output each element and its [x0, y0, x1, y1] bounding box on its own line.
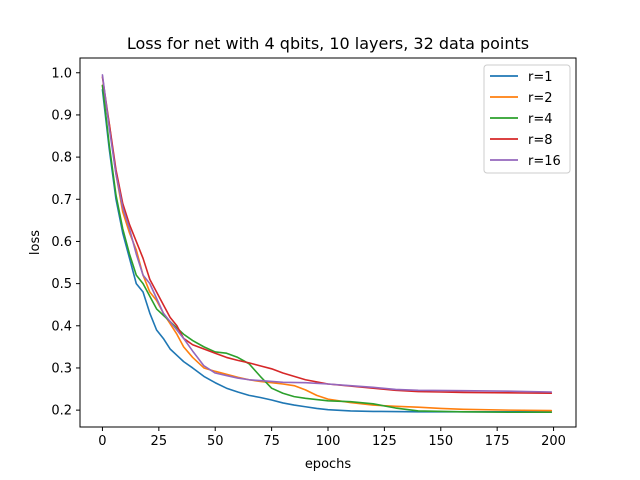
x-tick-label: 75: [263, 434, 280, 449]
series-line-1: [101, 88, 553, 413]
x-tick-label: 25: [151, 434, 168, 449]
y-tick-label: 0.2: [51, 404, 72, 419]
series-line-4: [101, 76, 553, 395]
y-tick-label: 0.6: [51, 235, 72, 250]
y-tick-label: 0.5: [51, 277, 72, 292]
y-tick-label: 0.7: [51, 193, 72, 208]
legend-label-5: r=16: [528, 154, 561, 169]
y-tick-label: 0.3: [51, 361, 72, 376]
x-tick-label: 175: [485, 434, 510, 449]
y-tick-label: 0.4: [51, 319, 72, 334]
y-axis: 0.2 0.3 0.4 0.5 0.6 0.7 0.8 0.9 1.0: [51, 66, 80, 419]
y-tick-label: 1.0: [51, 66, 72, 81]
series-lines: [101, 74, 553, 414]
x-tick-label: 100: [316, 434, 341, 449]
chart-title: Loss for net with 4 qbits, 10 layers, 32…: [127, 34, 529, 53]
x-axis: 0 25 50 75 100 125 150 175 200: [98, 427, 566, 449]
y-axis-label: loss: [28, 230, 43, 255]
x-tick-label: 0: [98, 434, 106, 449]
x-tick-label: 200: [541, 434, 566, 449]
legend: r=1 r=2 r=4 r=8 r=16: [483, 64, 571, 174]
legend-label-2: r=2: [528, 91, 553, 106]
legend-box: [483, 64, 571, 174]
legend-label-4: r=8: [528, 133, 553, 148]
y-tick-label: 0.9: [51, 108, 72, 123]
x-tick-label: 150: [428, 434, 453, 449]
x-tick-label: 125: [372, 434, 397, 449]
x-axis-label: epochs: [305, 457, 352, 472]
x-tick-label: 50: [207, 434, 224, 449]
series-line-3: [101, 84, 553, 414]
y-tick-label: 0.8: [51, 151, 72, 166]
legend-label-3: r=4: [528, 112, 553, 127]
legend-label-1: r=1: [528, 70, 553, 85]
series-line-5: [101, 74, 553, 393]
